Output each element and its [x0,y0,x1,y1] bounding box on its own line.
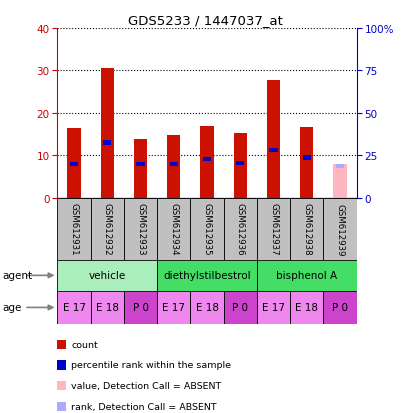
Text: GSM612933: GSM612933 [136,203,145,256]
Bar [57,291,90,324]
Text: E 18: E 18 [294,303,317,313]
Bar [124,198,157,260]
Bar [136,162,144,166]
Bar [57,198,90,260]
Bar [157,291,190,324]
Text: GSM612931: GSM612931 [70,203,79,256]
Bar [223,198,256,260]
Text: GSM612937: GSM612937 [268,203,277,256]
Text: E 18: E 18 [96,303,119,313]
Bar [103,141,111,145]
Text: agent: agent [2,271,32,281]
Bar [323,198,356,260]
Bar [100,69,114,198]
Text: rank, Detection Call = ABSENT: rank, Detection Call = ABSENT [71,402,216,411]
Bar [190,291,223,324]
Text: GSM612932: GSM612932 [103,203,112,256]
Text: value, Detection Call = ABSENT: value, Detection Call = ABSENT [71,381,221,390]
Bar [269,149,277,153]
Text: E 18: E 18 [195,303,218,313]
Text: bisphenol A: bisphenol A [276,271,337,281]
Bar [67,128,81,198]
Bar [290,198,323,260]
Bar [70,162,78,166]
Bar [236,161,244,166]
Bar [90,198,124,260]
Bar [299,128,313,198]
Bar [124,291,157,324]
Bar [335,164,344,169]
Bar [323,291,356,324]
Text: GSM612934: GSM612934 [169,203,178,256]
Text: percentile rank within the sample: percentile rank within the sample [71,361,231,370]
Text: GSM612935: GSM612935 [202,203,211,256]
Text: E 17: E 17 [162,303,185,313]
Text: age: age [2,303,21,313]
Bar [333,164,346,198]
Bar [256,198,290,260]
Bar [134,140,147,198]
Bar [157,198,190,260]
Bar [167,135,180,198]
Text: count: count [71,340,98,349]
Bar [200,126,213,198]
Bar [169,162,178,166]
Bar [157,260,256,291]
Text: P 0: P 0 [331,303,347,313]
Text: vehicle: vehicle [88,271,126,281]
Bar [57,260,157,291]
Text: E 17: E 17 [261,303,284,313]
Text: P 0: P 0 [132,303,148,313]
Text: GSM612938: GSM612938 [301,203,310,256]
Bar [90,291,124,324]
Text: P 0: P 0 [232,303,248,313]
Text: GSM612936: GSM612936 [235,203,244,256]
Bar [190,198,223,260]
Text: GSM612939: GSM612939 [335,203,344,255]
Bar [302,156,310,160]
Bar [233,134,246,198]
Bar [256,291,290,324]
Bar [202,157,211,161]
Text: diethylstilbestrol: diethylstilbestrol [163,271,250,281]
Bar [256,260,356,291]
Bar [290,291,323,324]
Text: GDS5233 / 1447037_at: GDS5233 / 1447037_at [127,14,282,27]
Bar [223,291,256,324]
Bar [266,81,279,198]
Text: E 17: E 17 [63,303,85,313]
